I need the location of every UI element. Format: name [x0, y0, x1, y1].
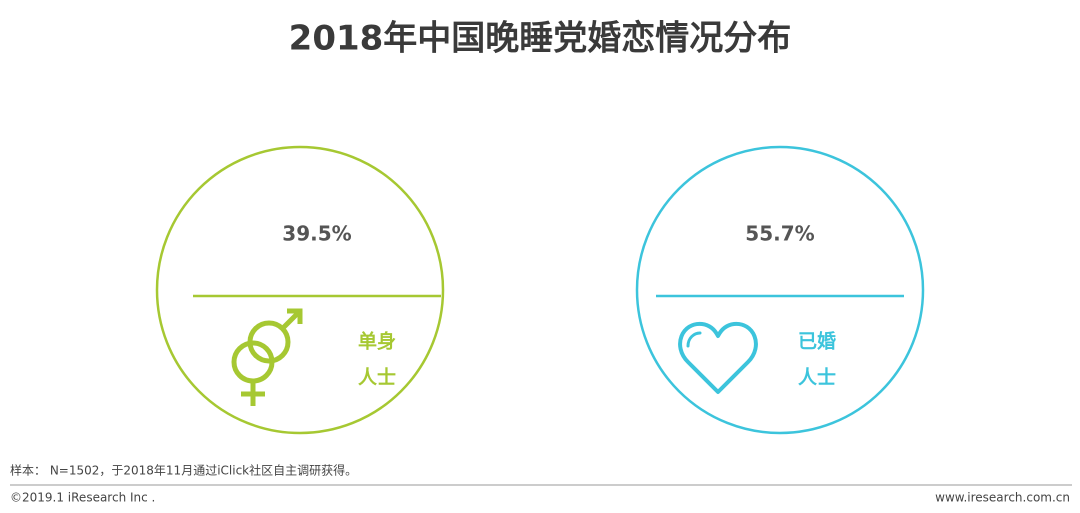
title: 2018年中国晚睡党婚恋情况分布	[289, 19, 792, 59]
single-group: 39.5% 单身 人士	[155, 145, 445, 435]
married-group: 55.7% 已婚 人士	[635, 145, 925, 435]
heart-icon	[678, 321, 758, 394]
circle	[635, 145, 925, 435]
copyright: ©2019.1 iResearch Inc .	[10, 491, 155, 505]
group-label: 单身	[358, 330, 396, 353]
website: www.iresearch.com.cn	[935, 491, 1070, 505]
percentage: 55.7%	[745, 222, 814, 246]
percentage: 39.5%	[282, 222, 351, 246]
circle	[155, 145, 445, 435]
group-label: 已婚	[798, 330, 836, 353]
group-label: 人士	[358, 367, 396, 389]
gender-icon	[231, 308, 303, 406]
note: 样本： N=1502，于2018年11月通过iClick社区自主调研获得。	[10, 463, 357, 478]
heart-highlight	[686, 331, 702, 348]
group-label: 人士	[798, 367, 836, 389]
